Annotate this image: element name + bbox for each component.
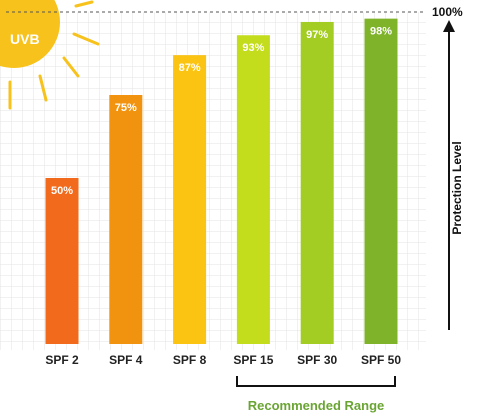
bar-spf-8 <box>173 55 207 344</box>
x-tick-label: SPF 30 <box>297 353 337 367</box>
x-tick-label: SPF 2 <box>45 353 79 367</box>
bar-spf-4 <box>109 95 143 344</box>
bar-value-label: 98% <box>370 26 392 38</box>
bar-spf-15 <box>236 35 270 345</box>
y-axis-label: Protection Level <box>450 141 464 234</box>
protection-arrow <box>443 20 455 330</box>
x-tick-label: SPF 4 <box>109 353 143 367</box>
bars-group <box>45 18 398 345</box>
sun-icon <box>0 0 100 110</box>
bar-value-label: 75% <box>115 102 137 114</box>
recommended-range-label: Recommended Range <box>248 398 385 413</box>
sun-label: UVB <box>10 31 40 47</box>
x-tick-label: SPF 15 <box>233 353 273 367</box>
x-tick-label: SPF 50 <box>361 353 401 367</box>
bar-spf-30 <box>300 21 334 345</box>
top-label: 100% <box>432 5 463 19</box>
bar-spf-2 <box>45 178 79 344</box>
bar-value-label: 50% <box>51 185 73 197</box>
bar-value-label: 93% <box>242 42 264 54</box>
bar-value-label: 87% <box>179 62 201 74</box>
bar-value-label: 97% <box>306 29 328 41</box>
x-tick-label: SPF 8 <box>173 353 207 367</box>
bar-spf-50 <box>364 18 398 344</box>
value-labels-group: 50% 75% 87% 93% 97% 98% <box>51 26 392 197</box>
tick-labels-group: SPF 2 SPF 4 SPF 8 SPF 15 SPF 30 SPF 50 <box>45 353 401 367</box>
recommended-range-bracket <box>236 376 396 387</box>
